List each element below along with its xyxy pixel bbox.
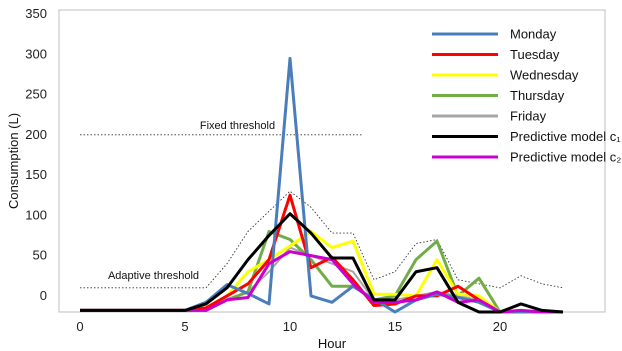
x-tick-label: 15 bbox=[388, 319, 402, 334]
plot-frame bbox=[58, 9, 606, 313]
y-tick-label: 150 bbox=[25, 167, 47, 182]
x-tick-label: 10 bbox=[283, 319, 297, 334]
y-tick-label: 50 bbox=[33, 248, 47, 263]
series-lines bbox=[80, 56, 564, 314]
y-tick-label: 300 bbox=[25, 46, 47, 61]
adaptive-threshold-label: Adaptive threshold bbox=[108, 270, 199, 282]
y-tick-label: 250 bbox=[25, 87, 47, 102]
y-axis-ticks: 0 50 100 150 200 250 300 350 bbox=[25, 6, 47, 303]
x-axis-ticks: 0 5 10 15 20 bbox=[76, 319, 507, 334]
plot-area-border bbox=[58, 9, 606, 313]
x-axis-label: Hour bbox=[318, 336, 347, 351]
y-tick-label: 350 bbox=[25, 6, 47, 21]
legend-label: Predictive model c₂ bbox=[510, 150, 621, 165]
x-tick-label: 5 bbox=[181, 319, 188, 334]
x-tick-label: 20 bbox=[493, 319, 507, 334]
legend: Monday Tuesday Wednesday Thursday Friday Pred… bbox=[432, 27, 621, 165]
y-axis-label: Consumption (L) bbox=[6, 113, 21, 209]
legend-label: Thursday bbox=[510, 88, 565, 103]
series-line-5 bbox=[80, 212, 564, 314]
y-tick-label: 0 bbox=[40, 288, 47, 303]
x-tick-label: 0 bbox=[76, 319, 83, 334]
legend-label: Friday bbox=[510, 109, 547, 124]
legend-label: Monday bbox=[510, 27, 557, 42]
legend-label: Wednesday bbox=[510, 68, 579, 83]
y-tick-label: 100 bbox=[25, 207, 47, 222]
fixed-threshold-label: Fixed threshold bbox=[200, 120, 275, 132]
legend-label: Tuesday bbox=[510, 47, 560, 62]
y-tick-label: 200 bbox=[25, 127, 47, 142]
legend-label: Predictive model c₁ bbox=[510, 129, 621, 144]
